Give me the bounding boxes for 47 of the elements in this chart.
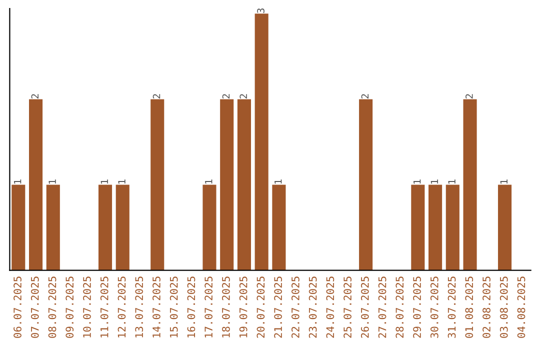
data-label: 2 — [152, 94, 160, 98]
x-tick-label: 13.07.2025 — [135, 276, 144, 338]
data-label: 1 — [430, 180, 438, 184]
x-tick-label: 14.07.2025 — [152, 276, 160, 338]
x-tick-label: 03.08.2025 — [500, 276, 508, 338]
data-label: 2 — [466, 94, 473, 98]
x-tick-label: 17.07.2025 — [204, 276, 213, 338]
data-label: 2 — [31, 94, 38, 98]
x-tick-label: 29.07.2025 — [413, 276, 421, 338]
data-label: 1 — [100, 180, 108, 184]
x-tick-label: 21.07.2025 — [274, 276, 282, 338]
x-tick-label: 02.08.2025 — [482, 276, 490, 338]
data-label: 1 — [500, 180, 508, 184]
x-tick-label: 28.07.2025 — [396, 276, 404, 338]
data-label: 1 — [14, 180, 22, 184]
x-tick-label: 08.07.2025 — [48, 276, 56, 338]
x-tick-label: 25.07.2025 — [344, 276, 352, 338]
x-tick-label: 31.07.2025 — [448, 276, 456, 338]
data-label: 1 — [274, 180, 282, 184]
x-tick-label: 18.07.2025 — [222, 276, 230, 338]
x-tick-label: 01.08.2025 — [465, 276, 474, 338]
x-tick-label: 20.07.2025 — [256, 276, 265, 338]
x-tick-label: 07.07.2025 — [30, 276, 39, 338]
data-label: 2 — [222, 94, 230, 98]
x-tick-label: 10.07.2025 — [83, 276, 91, 338]
x-tick-label: 15.07.2025 — [170, 276, 178, 338]
x-tick-label: 27.07.2025 — [378, 276, 386, 338]
data-label: 1 — [448, 180, 456, 184]
x-tick-label: 11.07.2025 — [100, 276, 108, 338]
data-label: 1 — [48, 180, 56, 184]
x-tick-label: 22.07.2025 — [291, 276, 300, 338]
x-tick-label: 04.08.2025 — [517, 276, 526, 338]
x-tick-label: 12.07.2025 — [118, 276, 126, 338]
x-tick-label: 23.07.2025 — [308, 276, 317, 338]
x-tick-label: 16.07.2025 — [187, 276, 196, 338]
x-tick-label: 26.07.2025 — [360, 276, 369, 338]
data-label: 2 — [240, 94, 247, 98]
x-tick-label: 24.07.2025 — [326, 276, 334, 338]
data-label: 3 — [257, 8, 264, 13]
data-label: 2 — [361, 94, 369, 98]
x-tick-label: 06.07.2025 — [14, 276, 22, 338]
data-label: 1 — [205, 180, 212, 184]
data-label: 1 — [414, 180, 421, 184]
x-tick-label: 09.07.2025 — [66, 276, 74, 338]
x-tick-label: 30.07.2025 — [430, 276, 438, 338]
data-label: 1 — [118, 180, 126, 184]
x-tick-label: 19.07.2025 — [239, 276, 248, 338]
